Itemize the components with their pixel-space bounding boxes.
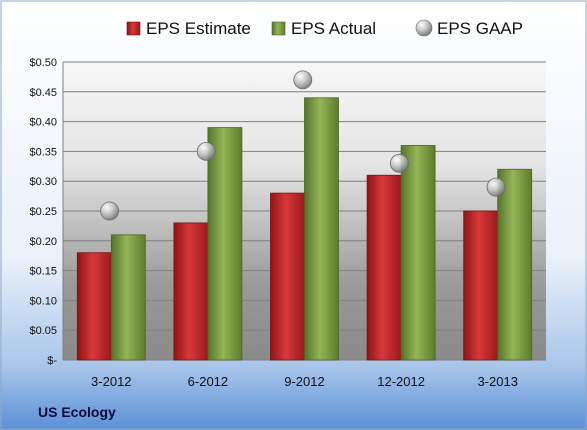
marker-eps-gaap — [389, 153, 409, 173]
y-tick-label: $0.50 — [29, 57, 57, 69]
legend-label: EPS Actual — [291, 19, 376, 38]
bar-eps-actual — [400, 145, 436, 361]
bar-eps-actual — [304, 97, 339, 361]
marker-eps-gaap — [196, 141, 216, 161]
x-tick-label: 12-2012 — [377, 374, 425, 389]
x-tick-label: 3-2013 — [477, 374, 517, 389]
legend-swatch — [126, 21, 141, 36]
marker-eps-gaap — [486, 177, 506, 197]
legend-label: EPS GAAP — [437, 19, 523, 38]
y-tick-label: $0.45 — [29, 87, 57, 99]
bar-eps-estimate — [366, 174, 402, 361]
legend: EPS Estimate EPS Actual EPS GAAP — [126, 19, 523, 38]
x-tick-label: 6-2012 — [188, 374, 228, 389]
y-tick-label: $0.10 — [29, 295, 57, 307]
y-tick-label: $- — [47, 355, 57, 367]
bar-eps-estimate — [463, 210, 499, 361]
y-tick-label: $0.05 — [29, 325, 57, 337]
legend-swatch — [271, 21, 286, 36]
bar-eps-actual — [207, 127, 243, 361]
plot-area: $- $0.05 $0.10 $0.15 $0.20 $0.25 $0.30 $0.35 $0.… — [29, 57, 546, 389]
y-tick-label: $0.20 — [29, 236, 57, 248]
y-tick-label: $0.15 — [29, 266, 57, 278]
legend-swatch — [415, 19, 433, 37]
y-tick-label: $0.35 — [29, 146, 57, 158]
x-tick-label: 9-2012 — [284, 374, 324, 389]
bar-eps-estimate — [173, 222, 209, 361]
y-tick-label: $0.40 — [29, 117, 57, 129]
x-tick-label: 3-2012 — [91, 374, 131, 389]
marker-eps-gaap — [100, 201, 119, 221]
legend-label: EPS Estimate — [146, 19, 251, 38]
company-label: US Ecology — [38, 404, 116, 420]
y-tick-label: $0.30 — [29, 176, 57, 188]
bar-eps-estimate — [76, 252, 112, 361]
bar-eps-actual — [497, 168, 533, 361]
y-tick-label: $0.25 — [29, 206, 57, 218]
bar-eps-actual — [110, 234, 146, 361]
marker-eps-gaap — [293, 70, 313, 90]
bar-eps-estimate — [270, 192, 305, 361]
